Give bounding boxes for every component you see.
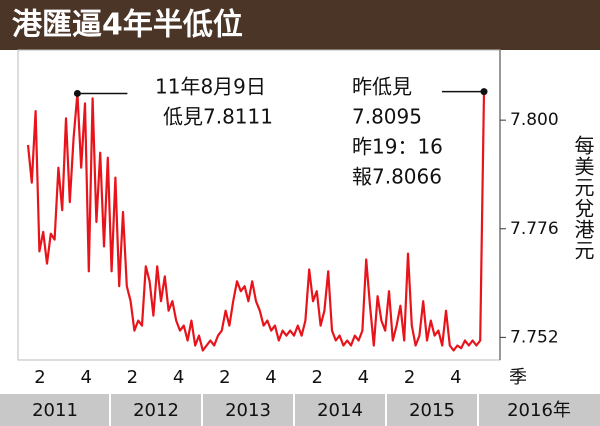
annotation: 7.8095 [352, 105, 422, 129]
y-axis-label: 每美元兌港元 [571, 135, 595, 261]
x-tick-label: 2 [127, 367, 138, 388]
year-label: 2016年 [507, 400, 571, 421]
x-tick-label: 4 [265, 367, 276, 388]
chart-title: 港匯逼4年半低位 [12, 8, 243, 43]
x-tick-label: 2 [404, 367, 415, 388]
data-line [26, 91, 486, 352]
x-tick-label: 2 [219, 367, 230, 388]
title-band [0, 0, 600, 50]
y-tick-label: 7.800 [510, 110, 559, 130]
year-label: 2015 [409, 400, 455, 421]
x-unit-label: 季 [509, 367, 527, 388]
annotation: 11年8月9日 [155, 75, 266, 99]
y-tick-label: 7.776 [510, 219, 559, 239]
x-tick-label: 4 [358, 367, 369, 388]
annotation: 昨19：16 [352, 135, 443, 159]
year-label: 2012 [133, 400, 179, 421]
annotation: 報7.8066 [352, 165, 442, 189]
year-band [0, 394, 600, 426]
x-tick-label: 4 [80, 367, 91, 388]
x-tick-label: 2 [34, 367, 45, 388]
year-label: 2014 [317, 400, 363, 421]
x-tick-label: 4 [173, 367, 184, 388]
x-tick-label: 2 [311, 367, 322, 388]
year-label: 2011 [32, 400, 78, 421]
y-tick-label: 7.752 [510, 327, 559, 347]
annotation: 昨低見 [352, 75, 412, 99]
annotation: 低見7.8111 [163, 105, 273, 129]
year-label: 2013 [225, 400, 271, 421]
x-tick-label: 4 [450, 367, 461, 388]
